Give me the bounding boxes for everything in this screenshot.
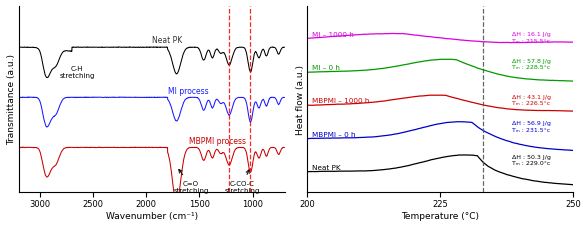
Text: ΔH : 57.8 J/g
Tₘ : 228.5°c: ΔH : 57.8 J/g Tₘ : 228.5°c (512, 59, 551, 70)
Text: MI – 0 h: MI – 0 h (312, 65, 339, 71)
Text: Neat PK: Neat PK (312, 164, 340, 170)
Y-axis label: Heat flow (a.u.): Heat flow (a.u.) (296, 64, 305, 134)
Text: C=O
stretching: C=O stretching (173, 170, 209, 193)
X-axis label: Temperature (°C): Temperature (°C) (401, 211, 479, 220)
Text: MBPMI process: MBPMI process (189, 136, 246, 145)
Text: ΔH : 43.1 J/g
Tₘ : 226.5°c: ΔH : 43.1 J/g Tₘ : 226.5°c (512, 94, 551, 106)
Text: MBPMI – 0 h: MBPMI – 0 h (312, 131, 355, 137)
Text: ΔH : 50.3 J/g
Tₘ : 229.0°c: ΔH : 50.3 J/g Tₘ : 229.0°c (512, 154, 551, 165)
Text: C-CO-C
stretching: C-CO-C stretching (224, 170, 260, 193)
X-axis label: Wavenumber (cm⁻¹): Wavenumber (cm⁻¹) (106, 211, 198, 220)
Text: MI – 1000 h: MI – 1000 h (312, 32, 353, 38)
Text: C-H
stretching: C-H stretching (59, 66, 95, 79)
Text: Neat PK: Neat PK (152, 36, 182, 45)
Text: MBPMI – 1000 h: MBPMI – 1000 h (312, 98, 369, 104)
Text: ΔH : 56.9 J/g
Tₘ : 231.5°c: ΔH : 56.9 J/g Tₘ : 231.5°c (512, 121, 551, 132)
Text: MI process: MI process (168, 86, 208, 95)
Y-axis label: Transmittance (a.u.): Transmittance (a.u.) (7, 54, 16, 145)
Text: ΔH : 16.1 J/g
Tₘ : 215.5°c: ΔH : 16.1 J/g Tₘ : 215.5°c (512, 32, 551, 44)
